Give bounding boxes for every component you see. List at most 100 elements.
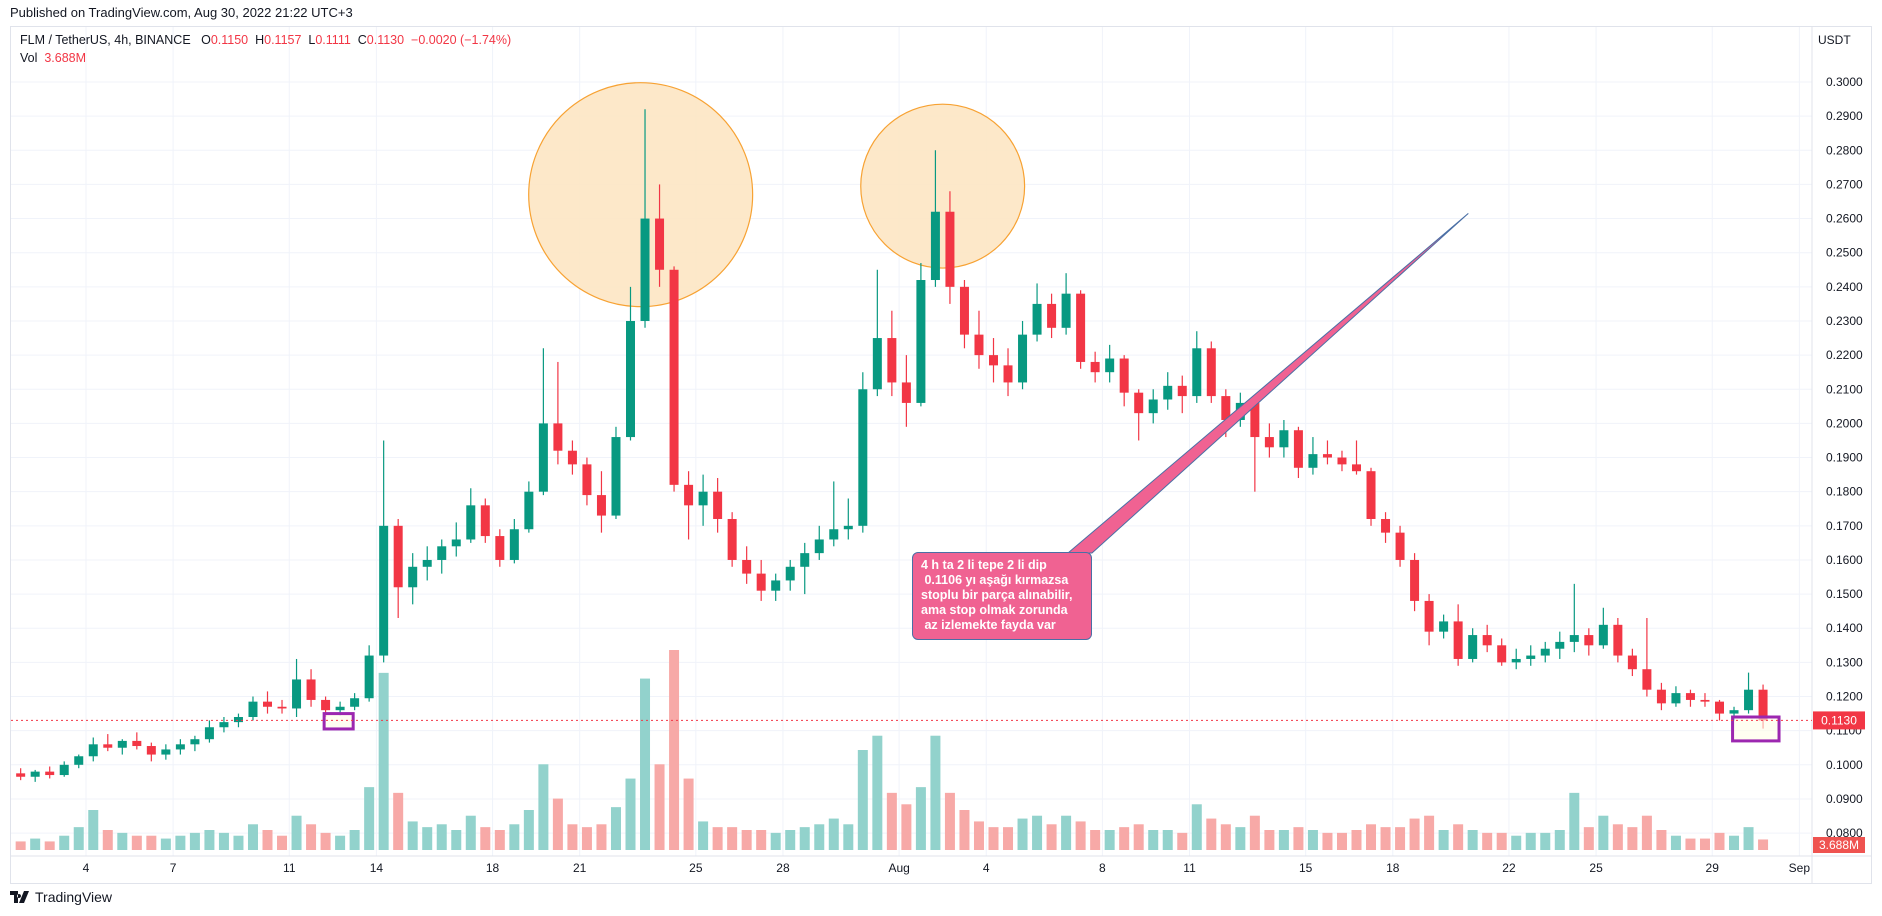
volume-bar (59, 835, 70, 850)
candle-body (959, 286, 969, 335)
candle-body (930, 211, 940, 281)
volume-value: 3.688M (44, 51, 87, 65)
candle-body (538, 423, 548, 492)
volume-bar (1104, 830, 1115, 850)
candle-body (1671, 693, 1681, 704)
volume-bar (1177, 832, 1188, 850)
x-tick-label: 21 (573, 861, 587, 875)
candle-body (1555, 641, 1565, 649)
candle-body (829, 529, 839, 540)
x-tick-label: 18 (486, 861, 500, 875)
volume-bar (669, 650, 680, 850)
volume-bar (1525, 832, 1536, 850)
volume-bar (1496, 832, 1507, 850)
volume-bar (102, 830, 113, 850)
candle-body (567, 450, 577, 465)
volume-bar (1758, 839, 1769, 850)
volume-bar (1293, 827, 1304, 850)
open-label: O (201, 33, 211, 47)
brand-name: TradingView (35, 889, 113, 905)
volume-bar (30, 838, 41, 850)
volume-bar (262, 830, 273, 850)
candle-body (190, 739, 200, 745)
volume-bar (901, 804, 912, 850)
candle-body (1395, 532, 1405, 560)
volume-bar (857, 750, 868, 850)
candle-body (1076, 293, 1086, 362)
change-value: −0.0020 (−1.74%) (411, 33, 512, 47)
volume-bar (349, 830, 360, 850)
candle-body (1526, 655, 1536, 659)
symbol-legend: FLM / TetherUS, 4h, BINANCE O0.1150 H0.1… (20, 33, 511, 47)
x-tick-label: 7 (170, 861, 177, 875)
low-value: 0.1111 (315, 33, 351, 47)
candle-body (495, 536, 505, 560)
candle-body (1700, 699, 1710, 702)
volume-bar (1511, 835, 1522, 850)
volume-bar (1075, 821, 1086, 850)
volume-bar (1322, 832, 1333, 850)
candle-body (1540, 648, 1550, 656)
candle-body (466, 505, 476, 540)
volume-bar (117, 832, 128, 850)
volume-bar (277, 835, 288, 850)
volume-bar (247, 824, 258, 850)
candle-body (1134, 392, 1144, 414)
volume-bar (741, 830, 752, 850)
volume-bar (218, 832, 229, 850)
candle-body (175, 744, 185, 750)
candle-body (1308, 454, 1318, 468)
volume-bar (944, 792, 955, 850)
x-tick-label: 11 (1183, 861, 1196, 875)
open-value: 0.1150 (210, 33, 249, 47)
candle-body (524, 491, 534, 530)
volume-bar (973, 821, 984, 850)
candle-body (1627, 655, 1637, 670)
volume-bar (131, 835, 142, 850)
candle-body (248, 701, 258, 718)
volume-bar (1612, 824, 1623, 850)
x-tick-label: 11 (283, 861, 296, 875)
candle-body (1685, 693, 1695, 700)
volume-bar (436, 824, 447, 850)
candle-body (800, 553, 810, 567)
y-tick-label: 0.2200 (1826, 348, 1863, 362)
symbol-title[interactable]: FLM / TetherUS, 4h, BINANCE (20, 33, 191, 47)
volume-bar (814, 824, 825, 850)
candle-body (582, 464, 592, 496)
volume-bar (44, 841, 55, 850)
volume-bar (175, 835, 186, 850)
volume-bar (1003, 827, 1014, 850)
candle-body (611, 437, 621, 516)
volume-bar (886, 792, 897, 850)
volume-bar (1670, 835, 1681, 850)
volume-bar (930, 735, 941, 850)
annotation-callout[interactable]: 4 h ta 2 li tepe 2 li dip 0.1106 yı aşağ… (912, 552, 1092, 640)
volume-bar (73, 827, 84, 850)
volume-bar (654, 764, 665, 850)
x-tick-label: Aug (888, 861, 909, 875)
volume-bar (1453, 824, 1464, 850)
volume-bar (988, 827, 999, 850)
candle-body (1090, 361, 1100, 373)
last-price-label: 0.1130 (1821, 713, 1857, 727)
volume-bar (915, 787, 926, 850)
y-tick-label: 0.1400 (1826, 621, 1863, 635)
volume-bar (1061, 815, 1072, 850)
y-tick-label: 0.1200 (1826, 690, 1863, 704)
candle-body (204, 727, 214, 740)
tradingview-logo[interactable]: TradingView (10, 889, 112, 905)
x-tick-label: 4 (83, 861, 90, 875)
candle-body (30, 771, 40, 777)
y-tick-label: 0.0900 (1826, 792, 1863, 806)
candle-body (684, 484, 694, 506)
currency-unit[interactable]: USDT (1818, 33, 1851, 47)
candle-body (1047, 303, 1057, 328)
volume-bar (1554, 830, 1565, 850)
volume-label[interactable]: Vol (20, 51, 38, 65)
volume-bar (712, 827, 723, 850)
volume-bar (727, 827, 738, 850)
candle-body (640, 218, 650, 321)
candle-body (756, 573, 766, 591)
